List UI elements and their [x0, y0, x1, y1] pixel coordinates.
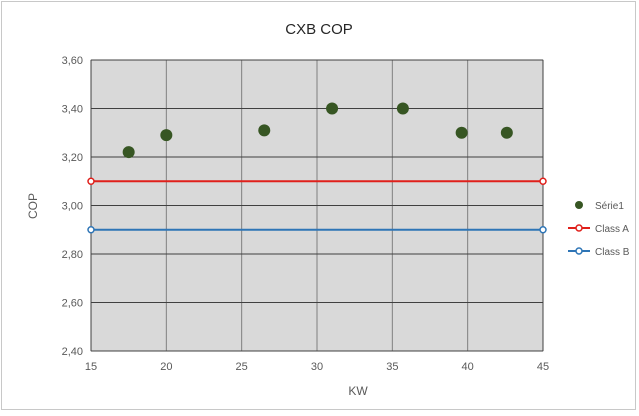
legend-marker: [575, 247, 583, 255]
data-point: [258, 124, 271, 137]
line-end-marker: [87, 177, 95, 185]
line-end-marker: [539, 226, 547, 234]
y-tick-label: 3,60: [62, 55, 83, 67]
x-tick-label: 25: [236, 361, 248, 373]
x-tick-label: 20: [160, 361, 172, 373]
series-points: [122, 102, 513, 159]
legend-label: Class B: [595, 247, 630, 258]
legend: Série1 Class A Class B: [568, 201, 630, 258]
grid: [90, 59, 544, 352]
line-end-marker: [87, 226, 95, 234]
chart-title: CXB COP: [285, 21, 353, 38]
legend-marker: [575, 201, 583, 209]
legend-item: Série1: [575, 201, 624, 212]
y-tick-label: 2,80: [62, 249, 83, 261]
y-tick-label: 2,40: [62, 346, 83, 358]
y-axis-ticks: 2,40 2,60 2,80 3,00 3,20 3,40 3,60: [62, 55, 83, 358]
x-axis-title: KW: [348, 384, 368, 398]
y-tick-label: 3,20: [62, 152, 83, 164]
data-point: [160, 129, 173, 142]
y-tick-label: 3,00: [62, 201, 83, 213]
legend-marker: [575, 224, 583, 232]
data-point: [500, 126, 513, 139]
series: [87, 102, 547, 234]
data-point: [396, 102, 409, 115]
data-point: [455, 126, 468, 139]
x-tick-label: 35: [386, 361, 398, 373]
legend-label: Série1: [595, 201, 624, 212]
chart-svg: CXB COP 2,402,602,803,003,203,403,60 15 2…: [26, 21, 630, 398]
legend-item: Class A: [568, 224, 629, 235]
data-point: [326, 102, 339, 115]
x-tick-label: 30: [311, 361, 323, 373]
y-axis-title: COP: [26, 193, 40, 219]
legend-label: Class A: [595, 224, 629, 235]
line-end-marker: [539, 177, 547, 185]
x-tick-label: 40: [462, 361, 474, 373]
y-tick-label: 2,60: [62, 298, 83, 310]
x-tick-label: 45: [537, 361, 549, 373]
series-class-b: [87, 226, 547, 234]
x-axis-ticks: 15 20 25 30 35 40 45: [85, 361, 549, 373]
y-tick-label: 3,40: [62, 104, 83, 116]
chart-area: CXB COP 2,40 2,60 2,80 3,00 3,20 3,40 3,60 15 2…: [1, 1, 636, 410]
legend-item: Class B: [568, 247, 630, 258]
series-class-a: [87, 177, 547, 185]
x-tick-label: 15: [85, 361, 97, 373]
data-point: [122, 146, 135, 159]
